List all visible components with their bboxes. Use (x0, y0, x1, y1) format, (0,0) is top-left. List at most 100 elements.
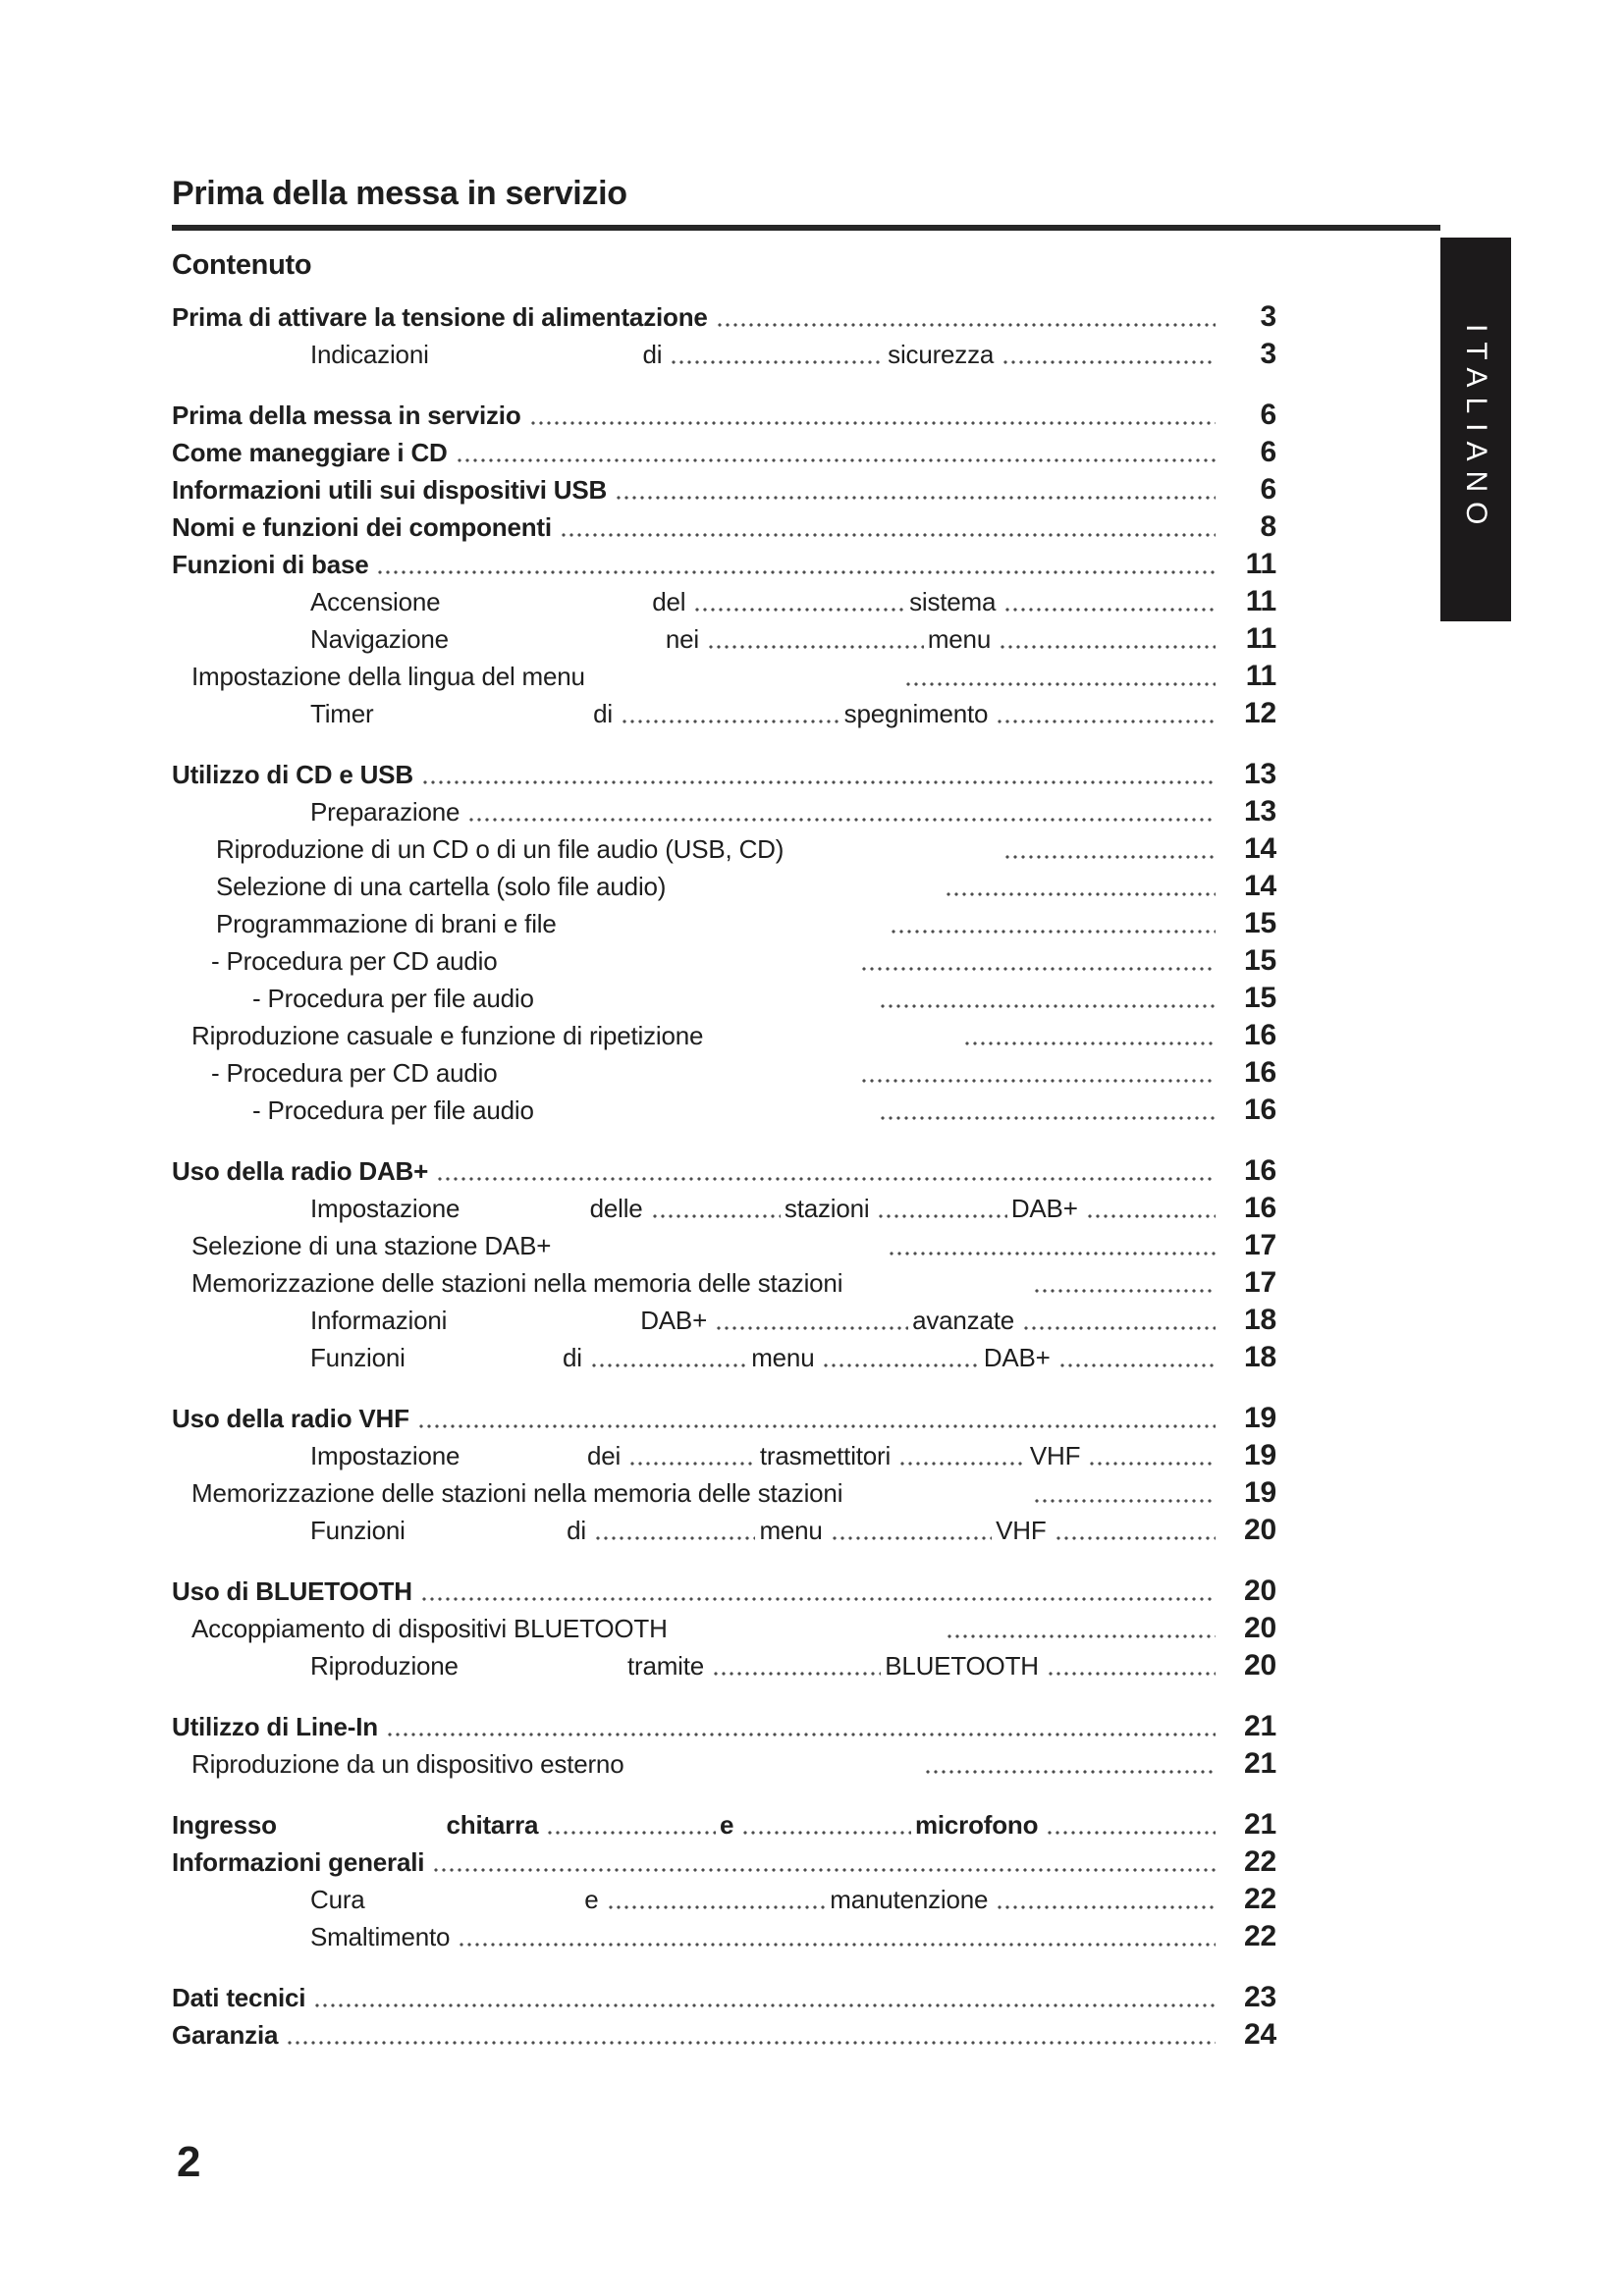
toc-page-number: 12 (1244, 696, 1276, 729)
title-rule (172, 225, 1440, 232)
leader-dots (706, 644, 924, 649)
toc-row: Selezione di una cartella (solo file aud… (172, 868, 1276, 905)
toc-row: Prima della messa in servizio 6 (172, 397, 1276, 434)
leader-dots (416, 1423, 1216, 1428)
toc-entry-word: delle (589, 1193, 643, 1223)
toc-row: Informazioni utili sui dispositivi USB 6 (172, 471, 1276, 508)
toc-entry-word: VHF (1029, 1440, 1081, 1470)
toc-row: Impostazione dei trasmettitori VHF 19 (172, 1437, 1276, 1474)
toc-row: Uso della radio DAB+ 16 (172, 1152, 1276, 1190)
toc-entry-label: Prima di attivare la tensione di aliment… (172, 301, 708, 332)
toc-page-number: 3 (1260, 299, 1277, 333)
leader-dots (620, 719, 840, 723)
toc-entry-label: Dati tecnici (172, 1982, 306, 2012)
toc-page-number: 11 (1245, 547, 1277, 580)
leader-dots (741, 1830, 911, 1835)
toc-entry-word: dei (587, 1440, 622, 1470)
leader-dots (1088, 1461, 1217, 1466)
toc-row: Memorizzazione delle stazioni nella memo… (172, 1264, 1276, 1302)
toc-entry-word: di (563, 1342, 582, 1372)
toc-row: - Procedura per CD audio 15 (172, 942, 1276, 980)
leader-dots (313, 2002, 1216, 2007)
toc-entry-label: Nomi e funzioni dei componenti (172, 511, 552, 542)
leader-dots (436, 1176, 1216, 1181)
toc-page-number: 19 (1244, 1438, 1277, 1471)
toc-entry-word: di (567, 1515, 586, 1545)
toc-page-number: 24 (1244, 2017, 1276, 2051)
toc-page-number: 16 (1244, 1153, 1276, 1187)
toc-entry-word: Accensione (310, 586, 441, 616)
toc-row: Smaltimento 22 (172, 1918, 1276, 1955)
toc-entry-label: Uso della radio DAB+ (172, 1155, 429, 1186)
toc-entry-label: Impostazione della lingua del menu (191, 661, 585, 691)
toc-row: Nomi e funzioni dei componenti 8 (172, 508, 1276, 546)
leader-dots (890, 929, 1216, 934)
leader-dots (528, 420, 1216, 425)
page-title: Prima della messa in servizio (172, 175, 627, 212)
leader-dots (650, 1213, 781, 1218)
toc-page-number: 22 (1244, 1919, 1276, 1952)
leader-dots (903, 681, 1217, 686)
toc-row: Uso della radio VHF 19 (172, 1400, 1276, 1437)
toc-entry-word: e (720, 1809, 734, 1840)
leader-dots (898, 1461, 1026, 1466)
toc-row: Accoppiamento di dispositivi BLUETOOTH 20 (172, 1610, 1276, 1647)
leader-dots (945, 1633, 1216, 1638)
toc-page-number: 8 (1260, 509, 1277, 543)
toc-row: Impostazione della lingua del menu 11 (172, 658, 1276, 695)
toc-entry-word: manutenzione (830, 1884, 989, 1914)
toc-entry-label: - Procedura per CD audio (211, 945, 498, 976)
leader-dots (467, 817, 1216, 822)
toc-page-number: 21 (1244, 1746, 1276, 1780)
toc-entry-word: sicurezza (888, 339, 995, 369)
toc-page-number: 17 (1244, 1228, 1277, 1261)
toc-entry-label: Come maneggiare i CD (172, 437, 448, 467)
language-tab: ITALIANO (1440, 238, 1511, 621)
toc-row: Impostazione delle stazioni DAB+ 16 (172, 1190, 1276, 1227)
leader-dots (693, 607, 906, 612)
toc-page-number: 13 (1244, 757, 1276, 790)
toc-entry-word: chitarra (446, 1809, 539, 1840)
toc-entry-label: Selezione di una cartella (solo file aud… (216, 871, 667, 901)
toc-entry-word: Navigazione (310, 623, 449, 654)
leader-dots (1057, 1362, 1216, 1367)
leader-dots (385, 1732, 1216, 1736)
leader-dots (923, 1769, 1216, 1774)
toc-entry-word: sistema (909, 586, 997, 616)
toc-row: Selezione di una stazione DAB+ 17 (172, 1227, 1276, 1264)
toc-row: Come maneggiare i CD 6 (172, 434, 1276, 471)
leader-dots (830, 1535, 993, 1540)
toc-entry-label: Informazioni utili sui dispositivi USB (172, 474, 608, 505)
leader-dots (860, 966, 1216, 971)
toc-entry-word: spegnimento (843, 698, 989, 728)
toc-entry-word: microfono (914, 1809, 1039, 1840)
leader-dots (606, 1904, 827, 1909)
leader-dots (878, 1003, 1216, 1008)
toc-row: Riproduzione tramite BLUETOOTH 20 (172, 1647, 1276, 1684)
leader-dots (1003, 607, 1217, 612)
toc-entry-word: VHF (996, 1515, 1047, 1545)
toc-row: Preparazione 13 (172, 793, 1276, 830)
leader-dots (1033, 1288, 1216, 1293)
toc-page-number: 22 (1244, 1844, 1276, 1878)
toc-entry-label: Smaltimento (310, 1921, 451, 1951)
toc-row: Programmazione di brani e file 15 (172, 905, 1276, 942)
toc-page-number: 16 (1244, 1093, 1276, 1126)
toc-row: Funzioni di menu DAB+ 18 (172, 1339, 1276, 1376)
leader-dots (996, 719, 1216, 723)
leader-dots (1001, 359, 1216, 364)
toc-page-number: 11 (1245, 659, 1277, 692)
toc-row: Utilizzo di Line-In 21 (172, 1708, 1276, 1745)
toc-entry-word: Cura (310, 1884, 365, 1914)
leader-dots (860, 1078, 1216, 1083)
leader-dots (670, 359, 885, 364)
toc-page-number: 16 (1244, 1191, 1277, 1224)
toc-entry-label: Garanzia (172, 2019, 279, 2050)
toc-page-number: 20 (1244, 1648, 1276, 1682)
leader-dots (887, 1251, 1217, 1255)
toc-row: Utilizzo di CD e USB 13 (172, 756, 1276, 793)
toc-entry-label: Uso della radio VHF (172, 1403, 409, 1433)
toc-entry-word: Funzioni (310, 1342, 406, 1372)
toc-row: Indicazioni di sicurezza 3 (172, 336, 1276, 373)
toc-entry-label: Uso di BLUETOOTH (172, 1575, 412, 1606)
